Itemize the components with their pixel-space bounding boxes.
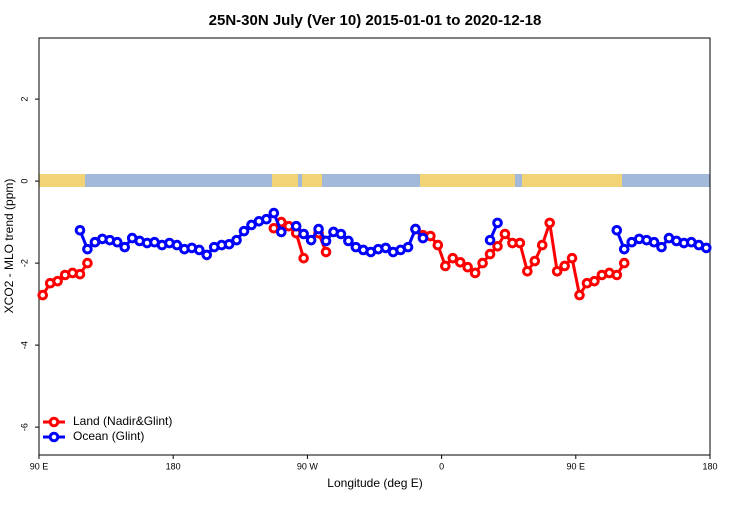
data-point — [469, 267, 481, 279]
data-point — [276, 226, 287, 238]
data-point — [380, 242, 391, 254]
data-point — [402, 241, 414, 253]
data-point — [261, 213, 272, 225]
land-band — [302, 174, 322, 187]
data-point — [111, 236, 123, 248]
legend-marker — [48, 431, 60, 443]
legend-label: Ocean (Glint) — [73, 429, 144, 443]
data-point — [74, 225, 86, 236]
y-tick-label: -4 — [19, 341, 29, 349]
data-point — [298, 228, 309, 240]
y-tick-label: 2 — [19, 97, 29, 102]
data-point — [544, 217, 556, 229]
data-point — [432, 239, 444, 251]
data-point — [559, 260, 570, 272]
y-axis-label: XCO2 - MLO trend (ppm) — [2, 179, 16, 314]
x-tick-label: 90 E — [567, 461, 586, 471]
data-point — [320, 246, 332, 258]
chart-title: 25N-30N July (Ver 10) 2015-01-01 to 2020… — [209, 12, 542, 29]
data-point — [589, 275, 600, 287]
data-point — [290, 220, 302, 232]
data-point — [551, 266, 563, 277]
data-point — [648, 236, 660, 248]
data-point — [522, 266, 533, 277]
data-point — [74, 268, 86, 280]
data-point — [566, 252, 578, 264]
data-point — [201, 249, 213, 261]
data-point — [484, 234, 496, 246]
data-point — [499, 228, 511, 240]
data-point — [454, 256, 466, 268]
data-point — [574, 289, 585, 301]
x-tick-label: 90 W — [297, 461, 319, 471]
data-point — [52, 275, 63, 287]
data-point — [193, 244, 205, 256]
data-point — [618, 257, 630, 269]
data-point — [447, 252, 459, 264]
data-point — [82, 243, 93, 255]
data-point — [700, 242, 712, 254]
x-tick-label: 180 — [702, 461, 717, 471]
data-point — [298, 252, 309, 264]
data-point — [313, 223, 324, 235]
data-point — [82, 257, 93, 269]
data-point — [529, 255, 541, 267]
x-tick-label: 180 — [166, 461, 181, 471]
data-point — [37, 289, 49, 301]
data-point — [238, 225, 250, 237]
data-point — [305, 234, 317, 246]
land-band — [522, 174, 622, 187]
data-point — [410, 223, 421, 235]
legend-marker — [48, 416, 60, 428]
land-band — [39, 174, 85, 187]
data-point — [320, 235, 332, 247]
y-tick-label: -6 — [19, 423, 29, 431]
land-band — [420, 174, 515, 187]
land-ocean-strip — [39, 174, 710, 187]
legend-label: Land (Nadir&Glint) — [73, 414, 172, 428]
data-point — [618, 243, 630, 255]
data-point — [462, 261, 473, 273]
data-point — [343, 235, 354, 247]
y-tick-label: -2 — [19, 259, 29, 267]
data-point — [492, 217, 503, 229]
x-tick-label: 0 — [439, 461, 444, 471]
data-point — [484, 248, 496, 260]
data-point — [223, 238, 235, 250]
data-point — [440, 260, 451, 272]
data-point — [231, 234, 242, 246]
data-point — [611, 269, 623, 281]
data-point — [492, 240, 503, 252]
land-band — [272, 174, 298, 187]
y-tick-label: 0 — [19, 179, 29, 184]
x-axis-label: Longitude (deg E) — [327, 476, 422, 490]
data-point — [417, 232, 429, 244]
data-point — [119, 241, 131, 253]
data-point — [611, 225, 623, 236]
data-point — [514, 237, 526, 249]
data-point — [171, 239, 183, 251]
data-point — [536, 239, 548, 251]
x-tick-label: 90 E — [30, 461, 49, 471]
data-point — [268, 207, 280, 219]
data-point — [477, 257, 488, 269]
data-point — [656, 241, 667, 253]
data-point — [335, 228, 347, 240]
